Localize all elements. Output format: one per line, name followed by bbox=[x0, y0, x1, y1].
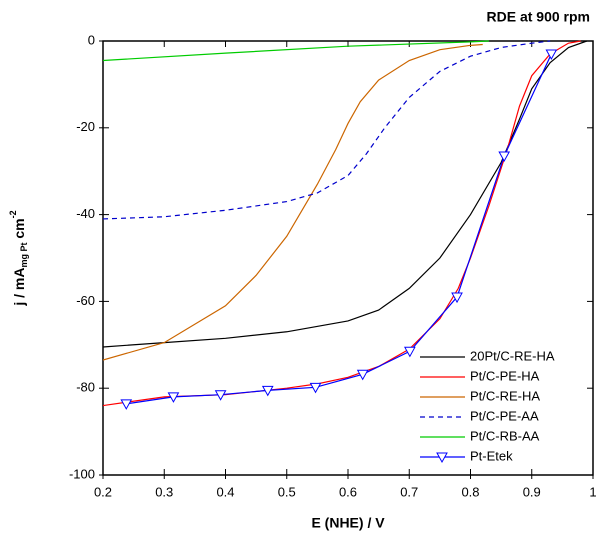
y-axis-label: j / mAmg Pt cm-2 bbox=[8, 210, 29, 306]
chart-title: RDE at 900 rpm bbox=[487, 9, 590, 25]
y-tick-label: -60 bbox=[76, 293, 95, 308]
y-tick-label: -40 bbox=[76, 206, 95, 221]
x-tick-label: 0.8 bbox=[461, 484, 479, 499]
y-label-unit: cm bbox=[11, 218, 27, 242]
x-axis-label: E (NHE) / V bbox=[311, 515, 385, 531]
legend-label: 20Pt/C-RE-HA bbox=[470, 348, 555, 363]
marker bbox=[261, 385, 274, 397]
marker bbox=[498, 151, 511, 163]
marker bbox=[309, 382, 322, 394]
x-tick-label: 0.6 bbox=[339, 484, 357, 499]
y-label-sup: -2 bbox=[8, 210, 18, 218]
marker bbox=[404, 346, 416, 358]
marker bbox=[451, 292, 463, 304]
y-label-sub: mg Pt bbox=[19, 243, 29, 268]
legend-label: Pt/C-RB-AA bbox=[470, 428, 540, 443]
legend-label: Pt/C-RE-HA bbox=[470, 388, 540, 403]
marker bbox=[120, 399, 133, 410]
x-tick-label: 0.9 bbox=[523, 484, 541, 499]
marker bbox=[167, 392, 180, 403]
y-tick-label: -100 bbox=[69, 466, 95, 481]
x-tick-label: 0.5 bbox=[278, 484, 296, 499]
x-tick-label: 0.4 bbox=[216, 484, 234, 499]
marker bbox=[545, 49, 558, 61]
y-tick-label: 0 bbox=[88, 32, 95, 47]
legend-marker bbox=[436, 452, 448, 464]
marker bbox=[356, 369, 369, 381]
y-tick-label: -20 bbox=[76, 119, 95, 134]
series-line bbox=[103, 43, 483, 361]
legend-label: Pt/C-PE-HA bbox=[470, 368, 540, 383]
series-line bbox=[103, 40, 551, 220]
series-line bbox=[126, 53, 552, 405]
x-tick-label: 0.2 bbox=[94, 484, 112, 499]
x-tick-label: 0.3 bbox=[155, 484, 173, 499]
legend-label: Pt-Etek bbox=[470, 448, 513, 463]
x-tick-label: 1 bbox=[589, 484, 596, 499]
x-tick-label: 0.7 bbox=[400, 484, 418, 499]
marker bbox=[214, 390, 227, 401]
legend-label: Pt/C-PE-AA bbox=[470, 408, 539, 423]
series-line bbox=[103, 40, 489, 62]
y-label-main: j / mA bbox=[11, 268, 27, 307]
y-tick-label: -80 bbox=[76, 380, 95, 395]
series-line bbox=[103, 40, 588, 348]
